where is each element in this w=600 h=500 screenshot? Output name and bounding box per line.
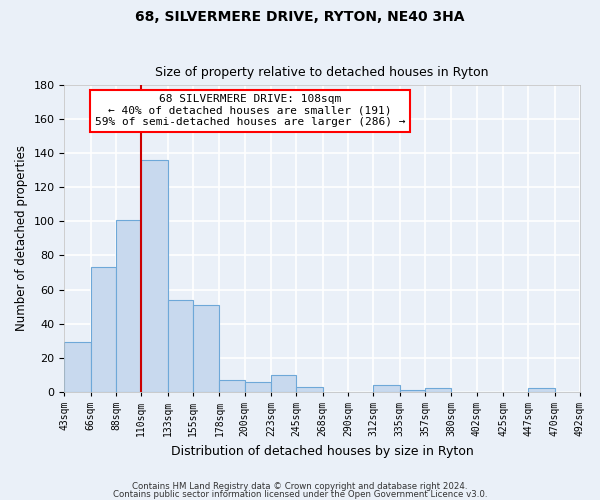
Y-axis label: Number of detached properties: Number of detached properties	[15, 146, 28, 332]
Bar	[220, 380, 245, 392]
Bar	[529, 388, 555, 392]
Bar	[296, 387, 323, 392]
X-axis label: Distribution of detached houses by size in Ryton: Distribution of detached houses by size …	[171, 444, 473, 458]
Bar	[142, 160, 168, 392]
Bar	[193, 305, 220, 392]
Text: 68 SILVERMERE DRIVE: 108sqm
← 40% of detached houses are smaller (191)
59% of se: 68 SILVERMERE DRIVE: 108sqm ← 40% of det…	[95, 94, 405, 127]
Bar	[91, 268, 116, 392]
Bar	[373, 385, 400, 392]
Bar	[271, 375, 296, 392]
Bar	[425, 388, 451, 392]
Text: Contains public sector information licensed under the Open Government Licence v3: Contains public sector information licen…	[113, 490, 487, 499]
Title: Size of property relative to detached houses in Ryton: Size of property relative to detached ho…	[155, 66, 489, 80]
Bar	[64, 342, 91, 392]
Text: Contains HM Land Registry data © Crown copyright and database right 2024.: Contains HM Land Registry data © Crown c…	[132, 482, 468, 491]
Bar	[168, 300, 193, 392]
Bar	[400, 390, 425, 392]
Bar	[245, 382, 271, 392]
Text: 68, SILVERMERE DRIVE, RYTON, NE40 3HA: 68, SILVERMERE DRIVE, RYTON, NE40 3HA	[135, 10, 465, 24]
Bar	[116, 220, 142, 392]
